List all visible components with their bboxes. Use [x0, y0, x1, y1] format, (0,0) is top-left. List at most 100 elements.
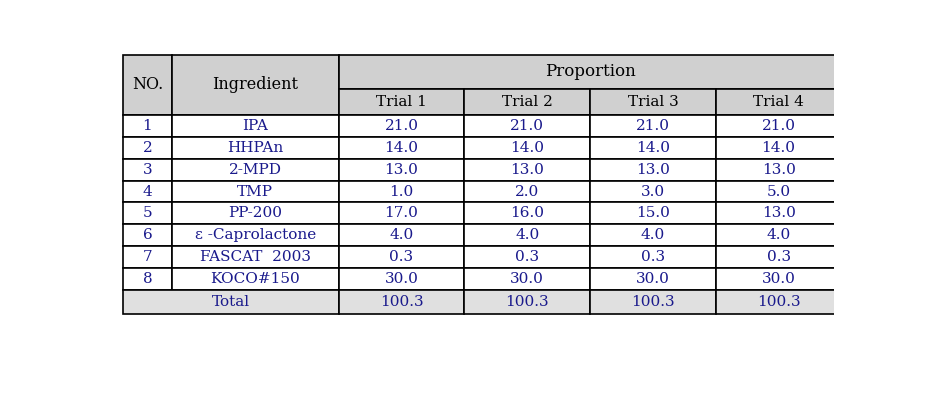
Text: 14.0: 14.0 [510, 141, 544, 155]
Bar [123, 246, 171, 268]
Text: 21.0: 21.0 [385, 119, 418, 133]
Bar [716, 159, 842, 181]
Text: 13.0: 13.0 [762, 163, 795, 177]
Bar [464, 88, 590, 115]
Text: Trial 4: Trial 4 [753, 95, 804, 109]
Text: 4.0: 4.0 [389, 228, 413, 242]
Text: 16.0: 16.0 [510, 206, 544, 220]
Text: 21.0: 21.0 [510, 119, 544, 133]
Text: 30.0: 30.0 [636, 272, 670, 286]
Text: 14.0: 14.0 [385, 141, 418, 155]
Text: 4.0: 4.0 [641, 228, 665, 242]
Text: Trial 2: Trial 2 [502, 95, 552, 109]
Bar [171, 115, 338, 137]
Bar [123, 290, 338, 314]
Bar [338, 202, 464, 224]
Bar [590, 115, 716, 137]
Text: 8: 8 [143, 272, 152, 286]
Bar [171, 137, 338, 159]
Text: Proportion: Proportion [545, 63, 635, 80]
Bar [123, 137, 171, 159]
Text: 100.3: 100.3 [505, 295, 549, 309]
Bar [171, 268, 338, 290]
Bar [464, 159, 590, 181]
Bar [464, 246, 590, 268]
Bar [171, 55, 338, 115]
Text: 2: 2 [143, 141, 152, 155]
Text: 13.0: 13.0 [762, 206, 795, 220]
Text: 21.0: 21.0 [636, 119, 670, 133]
Bar [716, 115, 842, 137]
Bar [123, 202, 171, 224]
Text: TMP: TMP [237, 184, 273, 198]
Bar [171, 246, 338, 268]
Bar [171, 224, 338, 246]
Bar [338, 115, 464, 137]
Bar [123, 159, 171, 181]
Text: 4: 4 [143, 184, 152, 198]
Bar [338, 88, 464, 115]
Text: 21.0: 21.0 [762, 119, 795, 133]
Bar [123, 55, 171, 115]
Bar [590, 224, 716, 246]
Text: 1.0: 1.0 [389, 184, 413, 198]
Bar [464, 137, 590, 159]
Bar [464, 181, 590, 202]
Bar [716, 202, 842, 224]
Bar [464, 202, 590, 224]
Bar [338, 224, 464, 246]
Text: 5: 5 [143, 206, 152, 220]
Bar [338, 159, 464, 181]
Bar [464, 268, 590, 290]
Bar [464, 224, 590, 246]
Bar [590, 88, 716, 115]
Text: 0.3: 0.3 [389, 250, 413, 264]
Bar [338, 55, 842, 88]
Text: 14.0: 14.0 [762, 141, 795, 155]
Text: 30.0: 30.0 [510, 272, 544, 286]
Text: Total: Total [211, 295, 250, 309]
Text: 5.0: 5.0 [767, 184, 791, 198]
Text: KOCO#150: KOCO#150 [210, 272, 300, 286]
Bar [464, 115, 590, 137]
Bar [171, 202, 338, 224]
Text: 4.0: 4.0 [515, 228, 540, 242]
Bar [590, 137, 716, 159]
Bar [716, 181, 842, 202]
Text: 2-MPD: 2-MPD [229, 163, 282, 177]
Bar [716, 290, 842, 314]
Bar [123, 268, 171, 290]
Bar [338, 137, 464, 159]
Text: 6: 6 [143, 228, 152, 242]
Bar [716, 88, 842, 115]
Text: 100.3: 100.3 [380, 295, 424, 309]
Text: 13.0: 13.0 [385, 163, 418, 177]
Bar [338, 290, 464, 314]
Bar [338, 181, 464, 202]
Text: IPA: IPA [242, 119, 268, 133]
Bar [716, 246, 842, 268]
Bar [123, 115, 171, 137]
Bar [171, 181, 338, 202]
Text: 3: 3 [143, 163, 152, 177]
Text: 30.0: 30.0 [385, 272, 418, 286]
Text: 17.0: 17.0 [385, 206, 418, 220]
Text: Trial 1: Trial 1 [376, 95, 427, 109]
Text: NO.: NO. [132, 77, 163, 94]
Text: 0.3: 0.3 [767, 250, 791, 264]
Text: PP-200: PP-200 [228, 206, 282, 220]
Bar [590, 159, 716, 181]
Text: 2.0: 2.0 [515, 184, 540, 198]
Text: 1: 1 [143, 119, 152, 133]
Bar [590, 268, 716, 290]
Text: 100.3: 100.3 [756, 295, 800, 309]
Text: FASCAT  2003: FASCAT 2003 [199, 250, 311, 264]
Text: 0.3: 0.3 [515, 250, 540, 264]
Bar [338, 246, 464, 268]
Text: ε -Caprolactone: ε -Caprolactone [195, 228, 316, 242]
Text: 100.3: 100.3 [631, 295, 675, 309]
Bar [716, 224, 842, 246]
Bar [338, 268, 464, 290]
Bar [123, 181, 171, 202]
Text: 14.0: 14.0 [636, 141, 670, 155]
